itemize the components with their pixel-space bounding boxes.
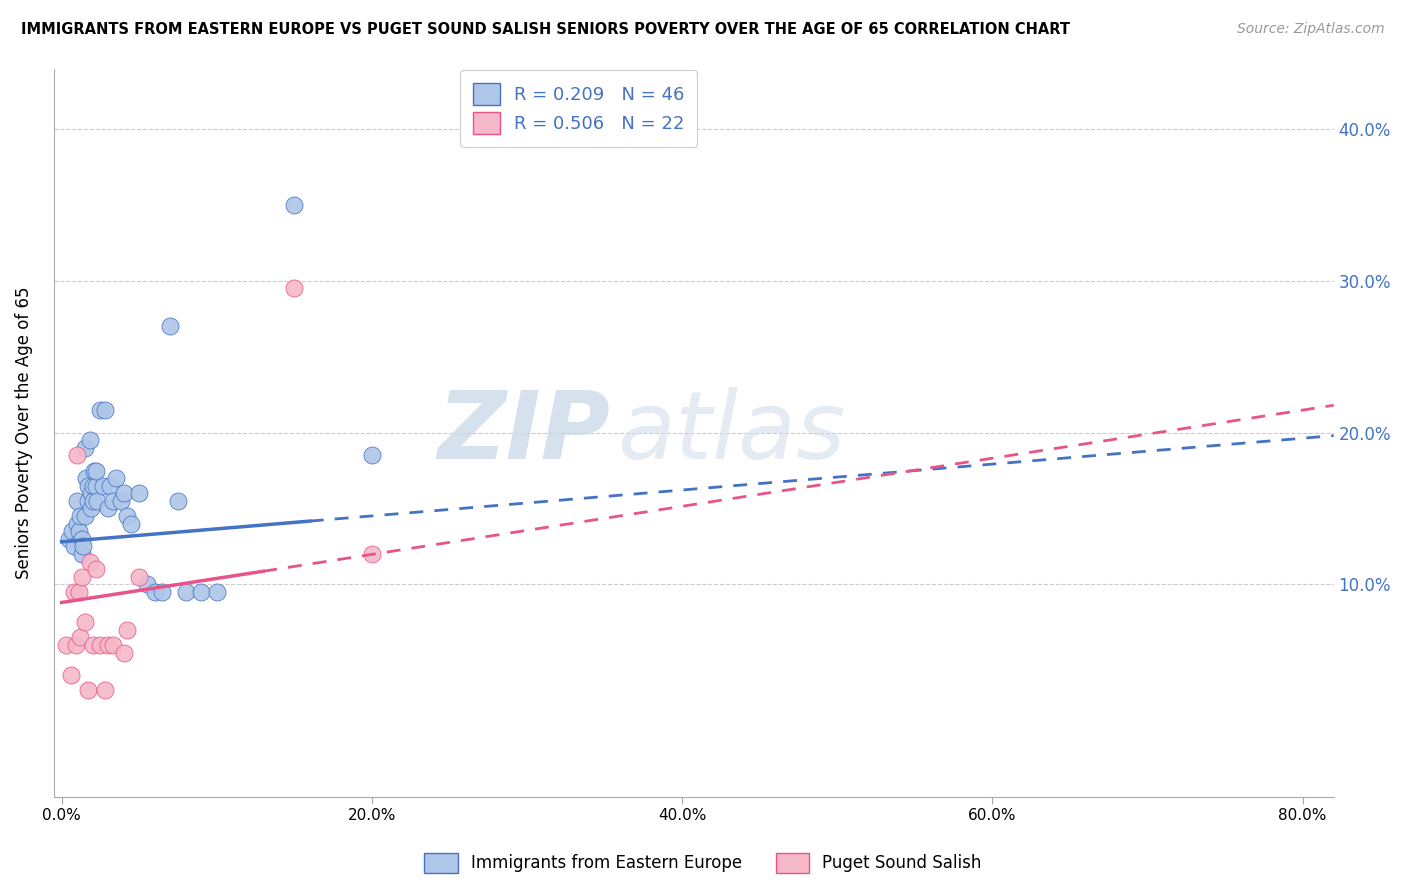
Point [112, 486, 135, 500]
Legend: Immigrants from Eastern Europe, Puget Sound Salish: Immigrants from Eastern Europe, Puget So… [418, 847, 988, 880]
Point [70, 532, 93, 546]
Point [75, 471, 97, 485]
Point [98, 478, 121, 492]
Point [152, 585, 174, 599]
Point [67, 524, 90, 539]
Text: IMMIGRANTS FROM EASTERN EUROPE VS PUGET SOUND SALISH SENIORS POVERTY OVER THE AG: IMMIGRANTS FROM EASTERN EUROPE VS PUGET … [21, 22, 1070, 37]
Point [62, 524, 84, 539]
Legend: R = 0.209   N = 46, R = 0.506   N = 22: R = 0.209 N = 46, R = 0.506 N = 22 [460, 70, 697, 147]
Point [65, 638, 87, 652]
Point [55, 638, 77, 652]
Point [135, 577, 157, 591]
Point [83, 463, 105, 477]
Point [77, 683, 100, 698]
Point [110, 494, 132, 508]
Point [159, 319, 181, 334]
Point [97, 638, 120, 652]
Point [79, 555, 101, 569]
Point [79, 433, 101, 447]
Point [167, 494, 190, 508]
Point [66, 494, 89, 508]
Point [69, 631, 91, 645]
Point [101, 638, 124, 652]
Y-axis label: Seniors Poverty Over the Age of 65: Seniors Poverty Over the Age of 65 [15, 286, 32, 579]
Point [59, 668, 82, 682]
Point [128, 570, 150, 584]
Point [69, 509, 91, 524]
Point [63, 585, 86, 599]
Point [89, 402, 111, 417]
Point [94, 683, 117, 698]
Point [205, 585, 228, 599]
Point [82, 638, 104, 652]
Point [66, 448, 89, 462]
Point [70, 547, 93, 561]
Text: atlas: atlas [617, 387, 845, 478]
Point [58, 532, 80, 546]
Point [115, 509, 138, 524]
Point [89, 638, 111, 652]
Point [73, 615, 96, 630]
Point [101, 494, 124, 508]
Point [77, 494, 100, 508]
Point [72, 540, 94, 554]
Point [63, 540, 86, 554]
Point [80, 501, 103, 516]
Point [82, 478, 104, 492]
Point [143, 585, 166, 599]
Point [73, 441, 96, 455]
Text: ZIP: ZIP [437, 386, 610, 479]
Point [66, 516, 89, 531]
Text: Source: ZipAtlas.com: Source: ZipAtlas.com [1237, 22, 1385, 37]
Point [94, 402, 117, 417]
Point [73, 509, 96, 524]
Point [104, 471, 127, 485]
Point [283, 198, 305, 212]
Point [174, 585, 197, 599]
Point [128, 486, 150, 500]
Point [82, 494, 104, 508]
Point [97, 501, 120, 516]
Point [360, 448, 382, 462]
Point [360, 547, 382, 561]
Point [190, 585, 212, 599]
Point [84, 478, 107, 492]
Point [283, 281, 305, 295]
Point [84, 463, 107, 477]
Point [67, 585, 90, 599]
Point [112, 646, 135, 660]
Point [77, 478, 100, 492]
Point [84, 562, 107, 576]
Point [120, 516, 142, 531]
Point [80, 486, 103, 500]
Point [93, 478, 115, 492]
Point [86, 494, 108, 508]
Point [70, 570, 93, 584]
Point [115, 623, 138, 637]
